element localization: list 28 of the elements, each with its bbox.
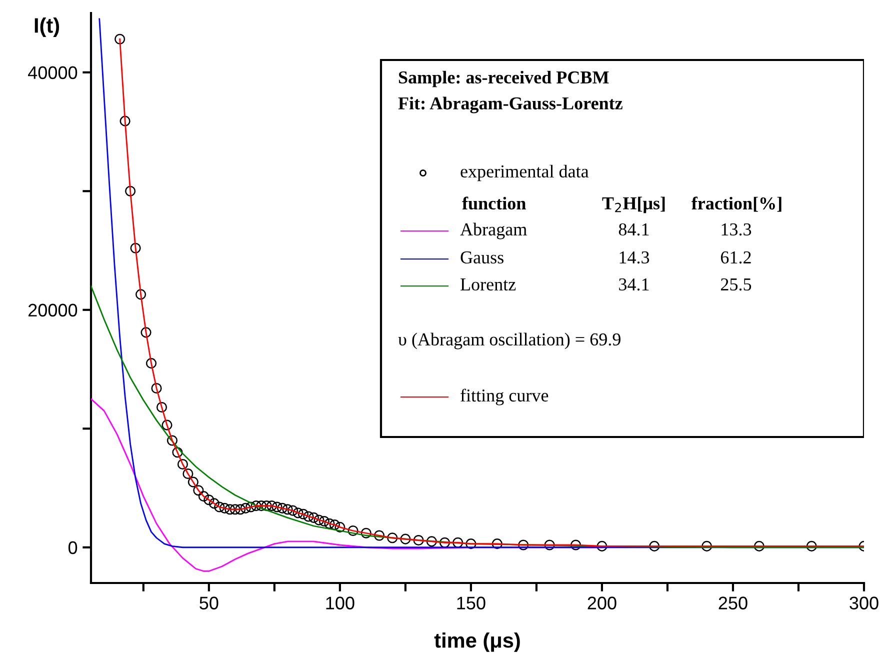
y-tick-label: 40000 [28,66,78,80]
annotation: T$_{2}$H[μs] [602,196,665,214]
y-tick-label: 20000 [28,304,78,317]
legend-label: fitting curve [460,388,548,406]
annotation: Sample: as-received PCBM [398,70,609,88]
x-tick-label: 200 [588,596,616,610]
annotation: 14.3 [620,251,650,264]
annotation: Fit: Abragam-Gauss-Lorentz [398,96,622,114]
y-tick-label: 0 [68,541,78,554]
annotation: υ (Abragam oscillation) = 69.9 [398,332,620,350]
annotation: 13.3 [722,223,752,236]
legend-label: Lorentz [460,278,516,291]
x-tick-label: 250 [718,596,748,610]
legend-label: Abragam [460,222,527,240]
annotation: fraction[%] [692,196,782,212]
y-axis-title: I(t) [34,18,60,37]
annotation: 61.2 [720,251,751,264]
annotation: function [462,196,526,210]
x-axis-title: time (μs) [434,632,520,652]
legend-label: Gauss [460,251,504,264]
x-tick-label: 50 [200,596,218,610]
x-tick-label: 100 [326,596,354,610]
x-tick-label: 150 [457,596,486,610]
annotation: 84.1 [618,223,649,236]
x-tick-label: 300 [850,596,878,610]
annotation: 25.5 [720,278,752,291]
annotation: 34.1 [619,278,649,291]
legend-label: experimental data [460,164,589,182]
